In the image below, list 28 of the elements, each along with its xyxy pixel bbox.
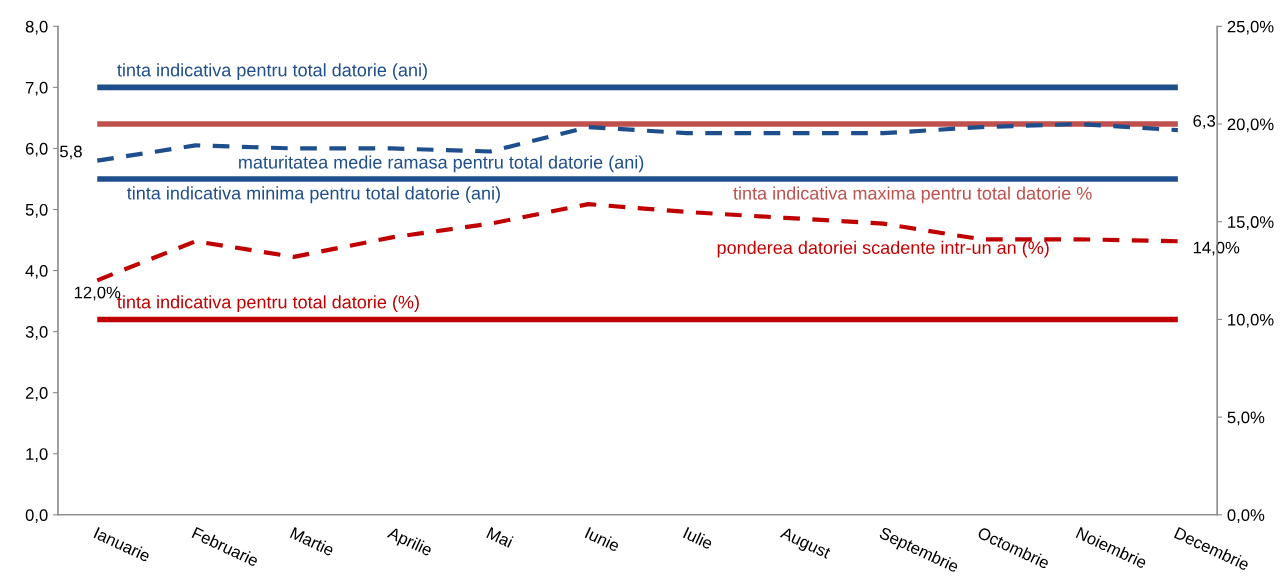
line-series: [95, 202, 1180, 283]
y-tick-label: 8,0: [25, 20, 48, 35]
series-label: ponderea datoriei scadente intr-un an (%): [717, 240, 1049, 258]
ref-line-label: tinta indicativa pentru total datorie (ani): [117, 63, 427, 81]
y-tick-label: 0,0: [25, 509, 48, 523]
y2-tick-label: 15,0%: [1228, 216, 1274, 230]
y-tick-label: 4,0: [25, 264, 48, 279]
ref-line-label: tinta indicativa maxima pentru total datorie %: [733, 186, 1092, 204]
x-tick-label: Aprilie: [385, 525, 434, 560]
y-tick-label: 2,0: [25, 387, 48, 401]
x-tick-label: Mai: [486, 526, 514, 548]
y2-tick-label: 10,0%: [1228, 313, 1274, 328]
y-tick-label: 3,0: [25, 326, 48, 340]
y2-tick-label: 20,0%: [1227, 118, 1274, 133]
y-tick-label: 1,0: [26, 448, 48, 462]
y-tick-label: 6,0: [25, 142, 48, 157]
y2-tick-label: 0,0%: [1227, 509, 1265, 523]
y2-tick-label: 5,0%: [1227, 411, 1265, 426]
ref-line-label: tinta indicativa minima pentru total datorie (ani): [127, 186, 500, 204]
y-tick-label: 7,0: [25, 81, 48, 96]
y-tick-label: 5,0: [25, 203, 48, 218]
data-label: 6,3: [1193, 115, 1216, 129]
series-label: maturitatea medie ramasa pentru total datorie (ani): [239, 155, 644, 173]
y2-tick-label: 25,0%: [1227, 20, 1274, 35]
data-label: 14,0%: [1193, 241, 1240, 256]
x-tick-label: Iulie: [682, 526, 714, 550]
x-tick-label: Iunie: [584, 526, 621, 552]
data-label: 5,8: [60, 145, 82, 160]
